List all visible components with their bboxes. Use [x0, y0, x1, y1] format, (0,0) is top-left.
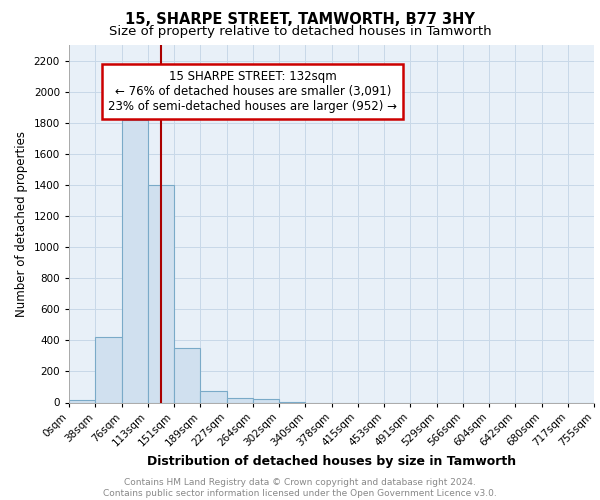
Text: Contains HM Land Registry data © Crown copyright and database right 2024.
Contai: Contains HM Land Registry data © Crown c… [103, 478, 497, 498]
Bar [174, 348, 200, 403]
Bar [122, 120, 148, 403]
Bar [69, 400, 95, 402]
Bar [227, 398, 253, 402]
Bar [95, 337, 122, 402]
Text: 15, SHARPE STREET, TAMWORTH, B77 3HY: 15, SHARPE STREET, TAMWORTH, B77 3HY [125, 12, 475, 28]
Y-axis label: Number of detached properties: Number of detached properties [15, 130, 28, 317]
Text: Size of property relative to detached houses in Tamworth: Size of property relative to detached ho… [109, 25, 491, 38]
X-axis label: Distribution of detached houses by size in Tamworth: Distribution of detached houses by size … [147, 456, 516, 468]
Text: 15 SHARPE STREET: 132sqm
← 76% of detached houses are smaller (3,091)
23% of sem: 15 SHARPE STREET: 132sqm ← 76% of detach… [108, 70, 397, 113]
Bar [148, 185, 174, 402]
Bar [253, 400, 279, 402]
Bar [200, 391, 227, 402]
